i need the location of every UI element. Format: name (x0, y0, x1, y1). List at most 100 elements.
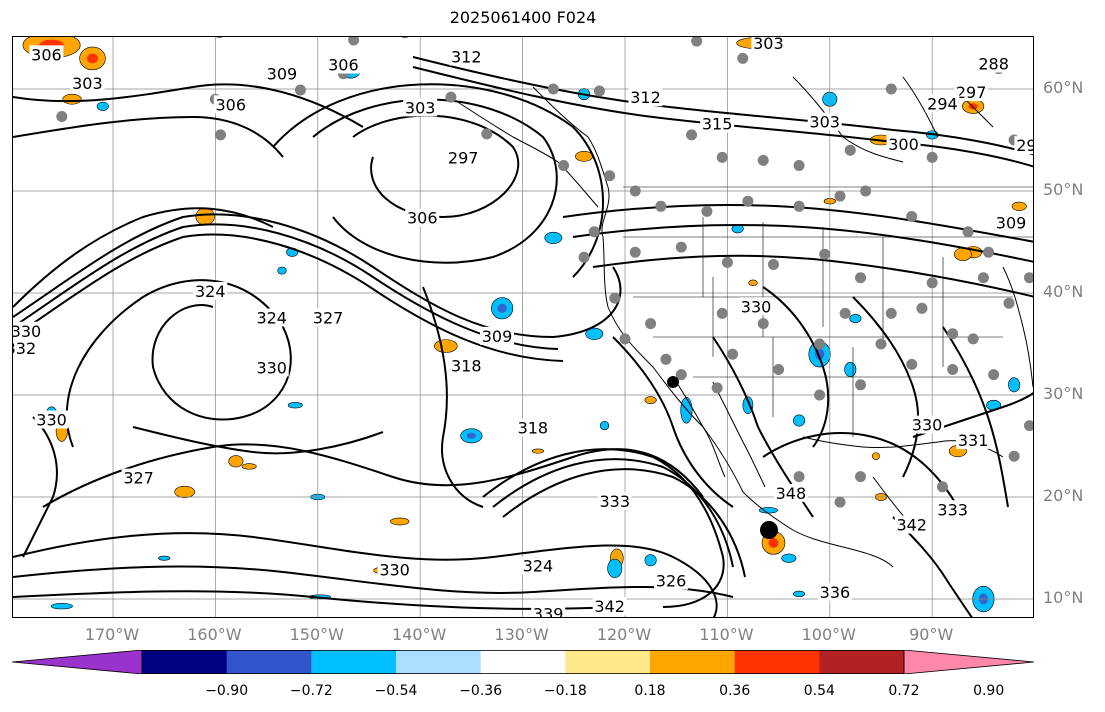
contour-label-bg (817, 582, 852, 601)
contour-label: 332 (13, 339, 36, 358)
contour-label: 333 (599, 492, 630, 511)
station-marker (983, 246, 995, 258)
station-marker (926, 151, 938, 163)
colorbar-extend-low (12, 650, 143, 674)
contour-line (352, 114, 520, 219)
contour-label-bg (449, 47, 484, 66)
station-marker (757, 318, 769, 330)
contour-label: 327 (123, 469, 154, 488)
warm-shading (62, 93, 82, 105)
station-marker (988, 369, 1000, 381)
cool-shading (849, 313, 862, 324)
longitude-label: 130°W (494, 625, 549, 644)
latitude-label: 50°N (1043, 180, 1084, 199)
contour-label-bg (449, 356, 484, 375)
latitude-label: 10°N (1043, 588, 1084, 607)
contour-label-layer: 306 303 309 306 306 312 303 297 306 303 312 315 303 3… (13, 37, 1034, 617)
cool-shading (742, 396, 754, 415)
baja-coast (672, 376, 766, 488)
station-marker (701, 205, 713, 217)
contour-label-bg (403, 98, 438, 117)
station-marker (645, 318, 657, 330)
map-panel[interactable]: 306 303 309 306 306 312 303 297 306 303 312 315 303 3… (12, 36, 1034, 618)
contour-line (13, 213, 622, 339)
contour-label: 324 (256, 309, 287, 328)
colorbar-segment (142, 650, 228, 674)
warm-shading-core (768, 538, 779, 548)
contour-label: 342 (896, 516, 927, 535)
contour-line (612, 336, 734, 508)
station-marker (906, 211, 918, 222)
colorbar-segment (226, 650, 312, 674)
cool-shading (1008, 377, 1021, 393)
contour-label-bg (405, 208, 440, 227)
station-marker (977, 272, 989, 284)
cool-shading (793, 414, 806, 427)
contour-line (852, 296, 920, 478)
contour-label-bg (520, 556, 555, 575)
colorbar-tick-label: 0.54 (803, 683, 835, 699)
contour-label: 330 (13, 322, 41, 341)
colorbar-tick-label: −0.18 (543, 683, 587, 699)
contour-line (65, 279, 292, 448)
contour-layer (13, 56, 1033, 617)
contour-label-bg (70, 73, 105, 92)
latitude-label: 30°N (1043, 384, 1084, 403)
colorbar-tick-label: 0.18 (634, 683, 666, 699)
latitude-label: 60°N (1043, 78, 1084, 97)
warm-shading (575, 151, 593, 162)
colorbar-extend-high (903, 650, 1035, 674)
cool-shading (793, 590, 806, 598)
contour-label: 29 (1016, 136, 1034, 155)
cool-shading (781, 553, 797, 563)
station-marker (675, 241, 687, 253)
station-marker (401, 37, 409, 39)
station-marker (855, 272, 867, 284)
contour-line (942, 326, 1009, 508)
contour-label: 306 (407, 209, 438, 228)
contour-label-bg (597, 492, 632, 511)
contour-label: 312 (630, 88, 661, 107)
contour-label-bg (807, 112, 842, 131)
latitude-label: 20°N (1043, 486, 1084, 505)
colorbar-segment (819, 650, 905, 674)
station-marker (294, 84, 306, 96)
contour-label: 330 (36, 411, 67, 430)
contour-label: 309 (996, 214, 1027, 233)
station-marker (721, 256, 733, 268)
contour-line (422, 286, 484, 508)
contour-line (13, 115, 284, 158)
station-marker (926, 277, 938, 289)
warm-shading (174, 485, 196, 498)
station-marker (675, 369, 687, 381)
station-marker (660, 353, 672, 365)
longitude-label: 170°W (84, 625, 140, 644)
contour-line (13, 233, 564, 362)
west-coast (532, 86, 894, 568)
contour-label-bg (886, 135, 921, 154)
colorbar-tick-label: −0.54 (374, 683, 418, 699)
cool-shading (544, 231, 563, 244)
station-marker (604, 170, 616, 182)
contour-label: 294 (927, 94, 958, 113)
colorbar-segment (396, 650, 482, 674)
contour-label: 303 (809, 113, 840, 132)
contour-label-bg (254, 308, 289, 327)
contour-label-bg (480, 326, 514, 345)
station-marker (839, 307, 851, 319)
longitude-label: 150°W (289, 625, 344, 644)
colorbar-segment (480, 650, 566, 674)
longitude-label: 100°W (801, 625, 856, 644)
low-center-marker (667, 376, 679, 388)
colorbar-tick-label: −0.72 (289, 683, 333, 699)
warm-shading (434, 339, 458, 353)
map-title: 2025061400 F024 (449, 8, 597, 27)
contour-label: 306 (215, 95, 246, 114)
station-marker (609, 292, 621, 304)
station-marker (757, 154, 769, 166)
contour-label-bg (326, 55, 361, 74)
contour-label: 327 (313, 309, 344, 328)
longitude-label: 160°W (187, 625, 242, 644)
contour-line (762, 286, 830, 448)
colorbar-border (141, 650, 905, 674)
